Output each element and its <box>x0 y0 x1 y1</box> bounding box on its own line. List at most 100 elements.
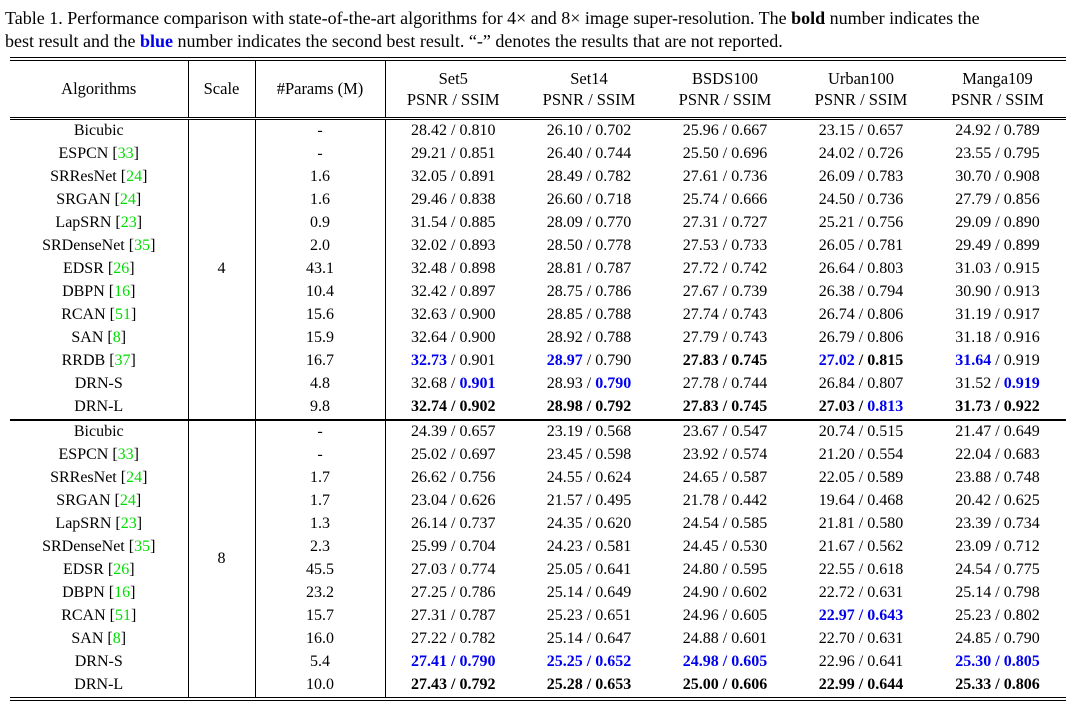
result-cell-urban100: 22.55 / 0.618 <box>793 559 929 582</box>
result-cell-urban100: 24.50 / 0.736 <box>793 189 929 212</box>
result-cell-set5: 27.43 / 0.792 <box>385 674 521 699</box>
algorithm-cell: Bicubic <box>10 118 189 144</box>
result-cell-set5: 29.21 / 0.851 <box>385 143 521 166</box>
results-table: Algorithms Scale #Params (M) Set5 PSNR / … <box>10 57 1066 702</box>
value-separator: / <box>718 283 732 301</box>
value-separator: / <box>854 607 868 625</box>
psnr-value: 27.72 <box>682 260 719 278</box>
psnr-value: 20.74 <box>818 423 855 441</box>
result-cell-urban100: 26.84 / 0.807 <box>793 373 929 396</box>
citation-ref: 24 <box>119 191 136 209</box>
result-cell-set5: 32.68 / 0.901 <box>385 373 521 396</box>
value-separator: / <box>991 214 1004 232</box>
psnr-value: 22.97 <box>818 607 855 625</box>
psnr-value: 27.78 <box>682 375 719 393</box>
ssim-value: 0.495 <box>595 492 632 510</box>
ssim-value: 0.919 <box>1003 375 1040 393</box>
psnr-value: 27.22 <box>411 630 448 648</box>
result-cell-set14: 24.35 / 0.620 <box>521 513 657 536</box>
result-cell-set14: 23.19 / 0.568 <box>521 419 657 445</box>
ssim-value: 0.657 <box>459 423 496 441</box>
ssim-value: 0.900 <box>459 306 496 324</box>
value-separator: / <box>718 676 732 694</box>
result-cell-manga109: 23.55 / 0.795 <box>929 143 1066 166</box>
value-separator: / <box>854 260 868 278</box>
algorithm-cell: LapSRN [23] <box>10 212 189 236</box>
psnr-value: 26.05 <box>818 237 855 255</box>
value-separator: / <box>582 469 596 487</box>
citation-ref: 24 <box>126 168 143 186</box>
algorithm-cell: EDSR [26] <box>10 559 189 583</box>
params-cell: 15.6 <box>255 304 386 328</box>
value-separator: / <box>447 423 460 441</box>
ssim-value: 0.568 <box>595 423 632 441</box>
result-cell-bsds100: 24.54 / 0.585 <box>657 513 793 536</box>
result-cell-manga109: 21.47 / 0.649 <box>929 419 1066 445</box>
result-cell-urban100: 26.74 / 0.806 <box>793 304 929 327</box>
psnr-value: 23.19 <box>546 423 583 441</box>
ssim-value: 0.893 <box>459 237 496 255</box>
header-dataset-set14: Set14 PSNR / SSIM <box>521 59 657 121</box>
psnr-value: 27.31 <box>682 214 719 232</box>
psnr-value: 26.84 <box>818 375 855 393</box>
ssim-value: 0.789 <box>1003 122 1040 140</box>
table-row: LapSRN [23] 0.9 31.54 / 0.885 28.09 / 0.770… <box>10 212 1066 236</box>
psnr-value: 27.74 <box>682 306 719 324</box>
ssim-value: 0.806 <box>867 306 904 324</box>
scale-cell: 4 <box>188 118 256 421</box>
result-cell-set5: 27.25 / 0.786 <box>385 582 521 605</box>
metric-label: PSNR / SSIM <box>542 90 636 110</box>
psnr-value: 25.96 <box>682 122 719 140</box>
result-cell-urban100: 22.96 / 0.641 <box>793 651 929 674</box>
psnr-value: 22.99 <box>818 676 855 694</box>
result-cell-bsds100: 27.83 / 0.745 <box>657 396 793 420</box>
psnr-value: 28.98 <box>546 398 583 416</box>
result-cell-manga109: 23.09 / 0.712 <box>929 536 1066 559</box>
psnr-value: 32.73 <box>411 352 448 370</box>
ssim-value: 0.657 <box>867 122 904 140</box>
psnr-value: 32.02 <box>411 237 448 255</box>
caption-text: number indicates the <box>825 8 980 28</box>
result-cell-set14: 28.09 / 0.770 <box>521 212 657 235</box>
caption-blue-word: blue <box>139 31 173 52</box>
ssim-value: 0.718 <box>595 191 632 209</box>
value-separator: / <box>991 492 1004 510</box>
table-row: DRN-S 5.4 27.41 / 0.790 25.25 / 0.652 24.98 … <box>10 651 1066 675</box>
result-cell-set5: 27.41 / 0.790 <box>385 651 521 674</box>
table-row: Bicubic 4-28.42 / 0.810 26.10 / 0.702 25.96… <box>10 118 1066 421</box>
result-cell-set14: 21.57 / 0.495 <box>521 490 657 513</box>
psnr-value: 24.54 <box>682 515 719 533</box>
psnr-value: 29.09 <box>955 214 992 232</box>
psnr-value: 27.03 <box>411 561 448 579</box>
ssim-value: 0.726 <box>867 145 904 163</box>
ssim-value: 0.919 <box>1003 352 1040 370</box>
table-header: Algorithms Scale #Params (M) Set5 PSNR / … <box>10 59 1066 121</box>
table-row: LapSRN [23] 1.3 26.14 / 0.737 24.35 / 0.620… <box>10 513 1066 537</box>
ssim-value: 0.641 <box>595 561 632 579</box>
value-separator: / <box>854 237 868 255</box>
psnr-value: 32.42 <box>411 283 448 301</box>
scale-cell: 8 <box>188 419 256 700</box>
result-cell-set14: 28.49 / 0.782 <box>521 166 657 189</box>
result-cell-set5: 25.02 / 0.697 <box>385 444 521 467</box>
result-cell-bsds100: 24.80 / 0.595 <box>657 559 793 582</box>
value-separator: / <box>991 260 1004 278</box>
value-separator: / <box>991 561 1004 579</box>
algorithm-cell: SRResNet [24] <box>10 166 189 190</box>
result-cell-manga109: 23.88 / 0.748 <box>929 467 1066 490</box>
value-separator: / <box>447 492 460 510</box>
result-cell-manga109: 27.79 / 0.856 <box>929 189 1066 212</box>
ssim-value: 0.756 <box>867 214 904 232</box>
result-cell-manga109: 29.49 / 0.899 <box>929 235 1066 258</box>
dataset-name: BSDS100 <box>691 68 759 88</box>
result-cell-set5: 26.14 / 0.737 <box>385 513 521 536</box>
result-cell-set5: 32.64 / 0.900 <box>385 327 521 350</box>
ssim-value: 0.902 <box>459 398 496 416</box>
algorithm-cell: EDSR [26] <box>10 258 189 282</box>
ssim-value: 0.885 <box>459 214 496 232</box>
result-cell-bsds100: 27.78 / 0.744 <box>657 373 793 396</box>
ssim-value: 0.683 <box>1003 446 1040 464</box>
psnr-value: 31.19 <box>955 306 992 324</box>
value-separator: / <box>718 607 732 625</box>
ssim-value: 0.653 <box>595 676 632 694</box>
